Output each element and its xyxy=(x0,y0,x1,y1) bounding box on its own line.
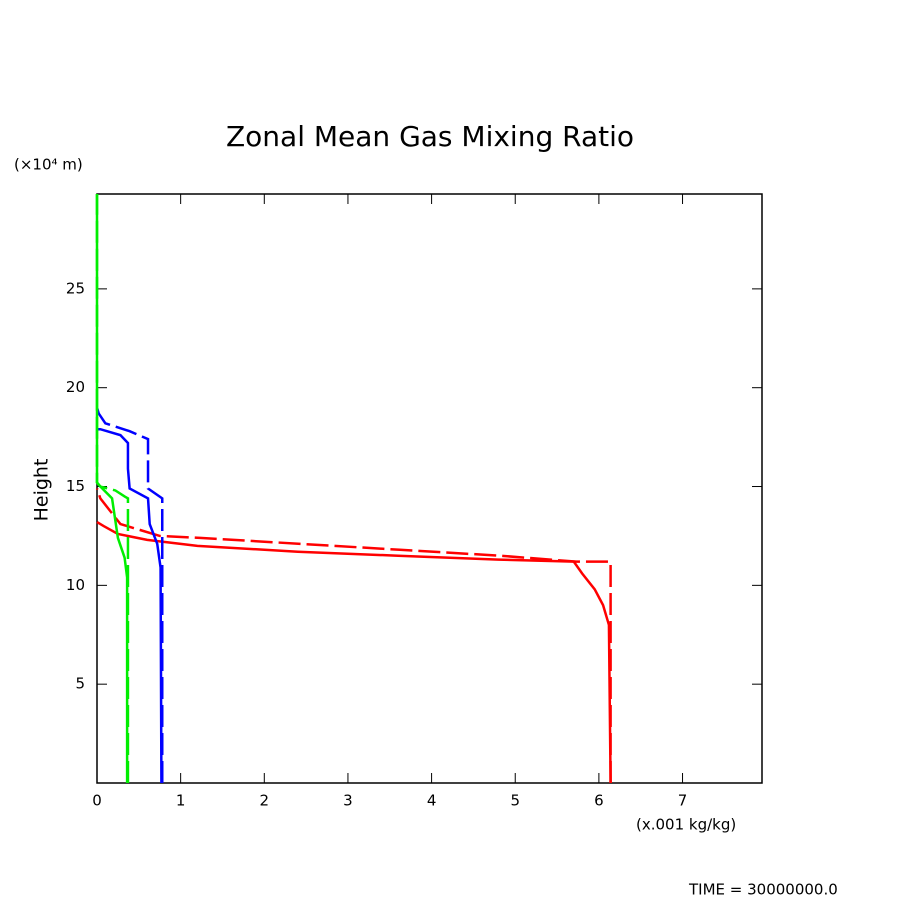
chart-title: Zonal Mean Gas Mixing Ratio xyxy=(226,120,634,153)
x-tick-label: 1 xyxy=(176,792,186,810)
series-line xyxy=(95,407,164,783)
x-tick-label: 3 xyxy=(343,792,353,810)
series-line xyxy=(95,194,130,783)
y-tick-label: 20 xyxy=(66,378,85,396)
x-tick-label: 4 xyxy=(427,792,437,810)
y-axis-label: Height xyxy=(31,459,53,522)
y-tick-label: 10 xyxy=(66,576,85,594)
y-tick-label: 25 xyxy=(66,279,85,297)
series-line xyxy=(96,521,612,784)
y-unit: (×10⁴ m) xyxy=(14,156,83,174)
x-tick-label: 0 xyxy=(92,792,102,810)
x-tick-label: 6 xyxy=(594,792,604,810)
footer: TIME = 30000000.0 xyxy=(688,881,838,899)
x-tick-label: 2 xyxy=(260,792,270,810)
series-line xyxy=(95,488,612,783)
series-line xyxy=(97,427,163,784)
y-tick-label: 5 xyxy=(75,675,85,693)
x-tick-label: 5 xyxy=(510,792,520,810)
x-unit: (x.001 kg/kg) xyxy=(636,816,736,834)
plot-frame xyxy=(96,193,763,784)
series-line xyxy=(95,194,129,783)
x-tick-label: 7 xyxy=(678,792,688,810)
y-tick-label: 15 xyxy=(66,477,85,495)
